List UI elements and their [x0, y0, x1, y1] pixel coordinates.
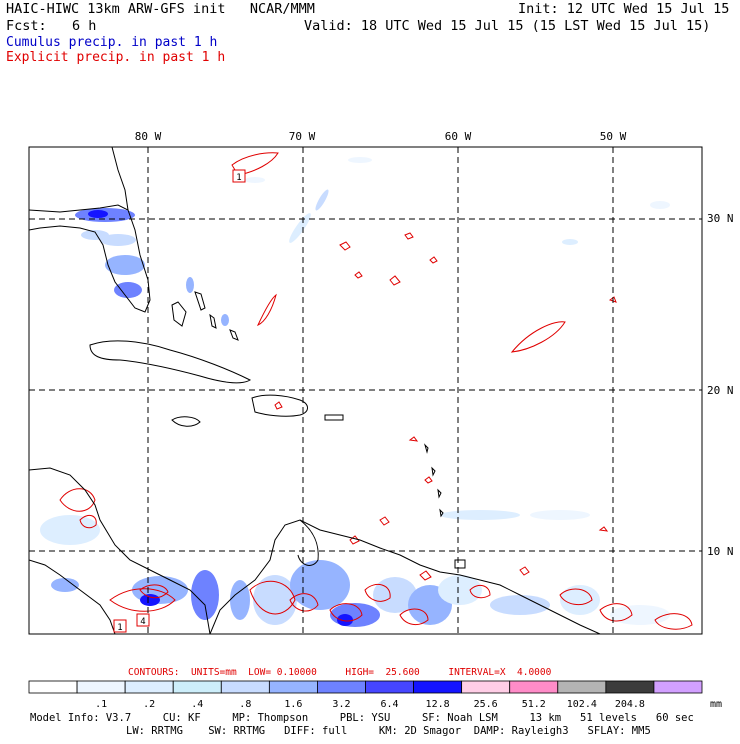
svg-text:4: 4	[140, 617, 145, 627]
vertical-levels: 51 levels	[580, 712, 637, 724]
lat-label-20n: 20 N	[707, 384, 734, 397]
init-time: Init: 12 UTC Wed 15 Jul 15	[518, 1, 730, 17]
colorbar-swatch	[317, 680, 366, 694]
model-info-line-1: Model Info: V3.7 CU: KF MP: Thompson PBL…	[30, 712, 694, 725]
lat-lon-grid	[29, 147, 702, 634]
colorbar-tick-label: 204.8	[615, 699, 645, 710]
colorbar-swatch	[557, 680, 607, 694]
km-option: KM: 2D Smagor	[378, 725, 462, 737]
colorbar-tick-label: .8	[239, 699, 251, 710]
model-version: Model Info: V3.7	[30, 712, 132, 724]
explicit-precip-layer	[59, 152, 693, 630]
pbl-scheme: PBL: YSU	[339, 712, 391, 724]
sw-scheme: SW: RRTMG	[208, 725, 266, 737]
valid-time: Valid: 18 UTC Wed 15 Jul 15 (15 LST Wed …	[304, 18, 711, 34]
colorbar-swatch	[220, 680, 270, 694]
lon-label-80w: 80 W	[135, 130, 162, 143]
colorbar-tick-label: .1	[95, 699, 107, 710]
colorbar-unit: mm	[710, 699, 722, 710]
forecast-label: Fcst:	[6, 18, 47, 34]
colorbar-swatch	[268, 680, 318, 694]
contours-units: UNITS=mm	[190, 667, 237, 678]
lon-label-60w: 60 W	[445, 130, 472, 143]
colorbar-swatch	[413, 680, 463, 694]
colorbar-swatch	[76, 680, 126, 694]
colorbar-tick-label: 3.2	[332, 699, 350, 710]
colorbar-swatch	[28, 680, 78, 694]
colorbar-swatch	[461, 680, 511, 694]
colorbar-tick-label: 12.8	[426, 699, 450, 710]
lw-scheme: LW: RRTMG	[126, 725, 183, 737]
colorbar-tick-label: 25.6	[474, 699, 498, 710]
mp-scheme: MP: Thompson	[232, 712, 309, 724]
cumulus-precip-label: Cumulus precip. in past 1 h	[6, 35, 218, 50]
lon-label-50w: 50 W	[600, 130, 627, 143]
colorbar-swatch	[124, 680, 174, 694]
cu-scheme: CU: KF	[162, 712, 201, 724]
colorbar: .1 .2 .4 .8 1.6 3.2 6.4 12.8 25.6 51.2 102.4 204.8	[28, 680, 703, 710]
coastline-layer	[29, 147, 601, 634]
damping: DAMP: Rayleigh3	[473, 725, 569, 737]
colorbar-swatch	[509, 680, 559, 694]
colorbar-swatch	[172, 680, 222, 694]
svg-text:1: 1	[236, 173, 241, 183]
colorbar-swatch	[605, 680, 655, 694]
contour-label-box-3: 4	[136, 613, 150, 627]
contours-interval: INTERVAL=X 4.0000	[448, 667, 552, 678]
model-title: HAIC-HIWC 13km ARW-GFS init NCAR/MMM	[6, 1, 315, 17]
colorbar-swatch	[653, 680, 703, 694]
colorbar-tick-label: 51.2	[522, 699, 546, 710]
colorbar-swatch	[365, 680, 414, 694]
model-info-line-2: LW: RRTMG SW: RRTMG DIFF: full KM: 2D Sm…	[126, 725, 651, 738]
svg-text:1: 1	[117, 623, 122, 633]
colorbar-tick-label: 6.4	[381, 699, 399, 710]
contours-high: HIGH= 25.600	[345, 667, 420, 678]
explicit-precip-label: Explicit precip. in past 1 h	[6, 50, 226, 65]
contour-label-box-1: 1	[232, 169, 246, 183]
time-step: 60 sec	[655, 712, 694, 724]
map-frame	[28, 146, 703, 635]
lat-label-30n: 30 N	[707, 212, 734, 225]
contour-label-box-2: 1	[113, 619, 127, 633]
sf-scheme: SF: Noah LSM	[421, 712, 498, 724]
colorbar-tick-label: 1.6	[284, 699, 302, 710]
forecast-hour: 6 h	[72, 18, 97, 34]
sflay-scheme: SFLAY: MM5	[587, 725, 651, 737]
lat-label-10n: 10 N	[707, 545, 734, 558]
colorbar-tick-label: .4	[191, 699, 203, 710]
diffusion: DIFF: full	[284, 725, 348, 737]
contours-low: LOW= 0.10000	[248, 667, 317, 678]
colorbar-tick-label: .2	[143, 699, 155, 710]
lon-label-70w: 70 W	[289, 130, 316, 143]
contours-label: CONTOURS:	[128, 667, 180, 678]
contours-info: CONTOURS: UNITS=mm LOW= 0.10000 HIGH= 25…	[128, 667, 551, 678]
colorbar-tick-label: 102.4	[567, 699, 597, 710]
grid-spacing: 13 km	[529, 712, 562, 724]
